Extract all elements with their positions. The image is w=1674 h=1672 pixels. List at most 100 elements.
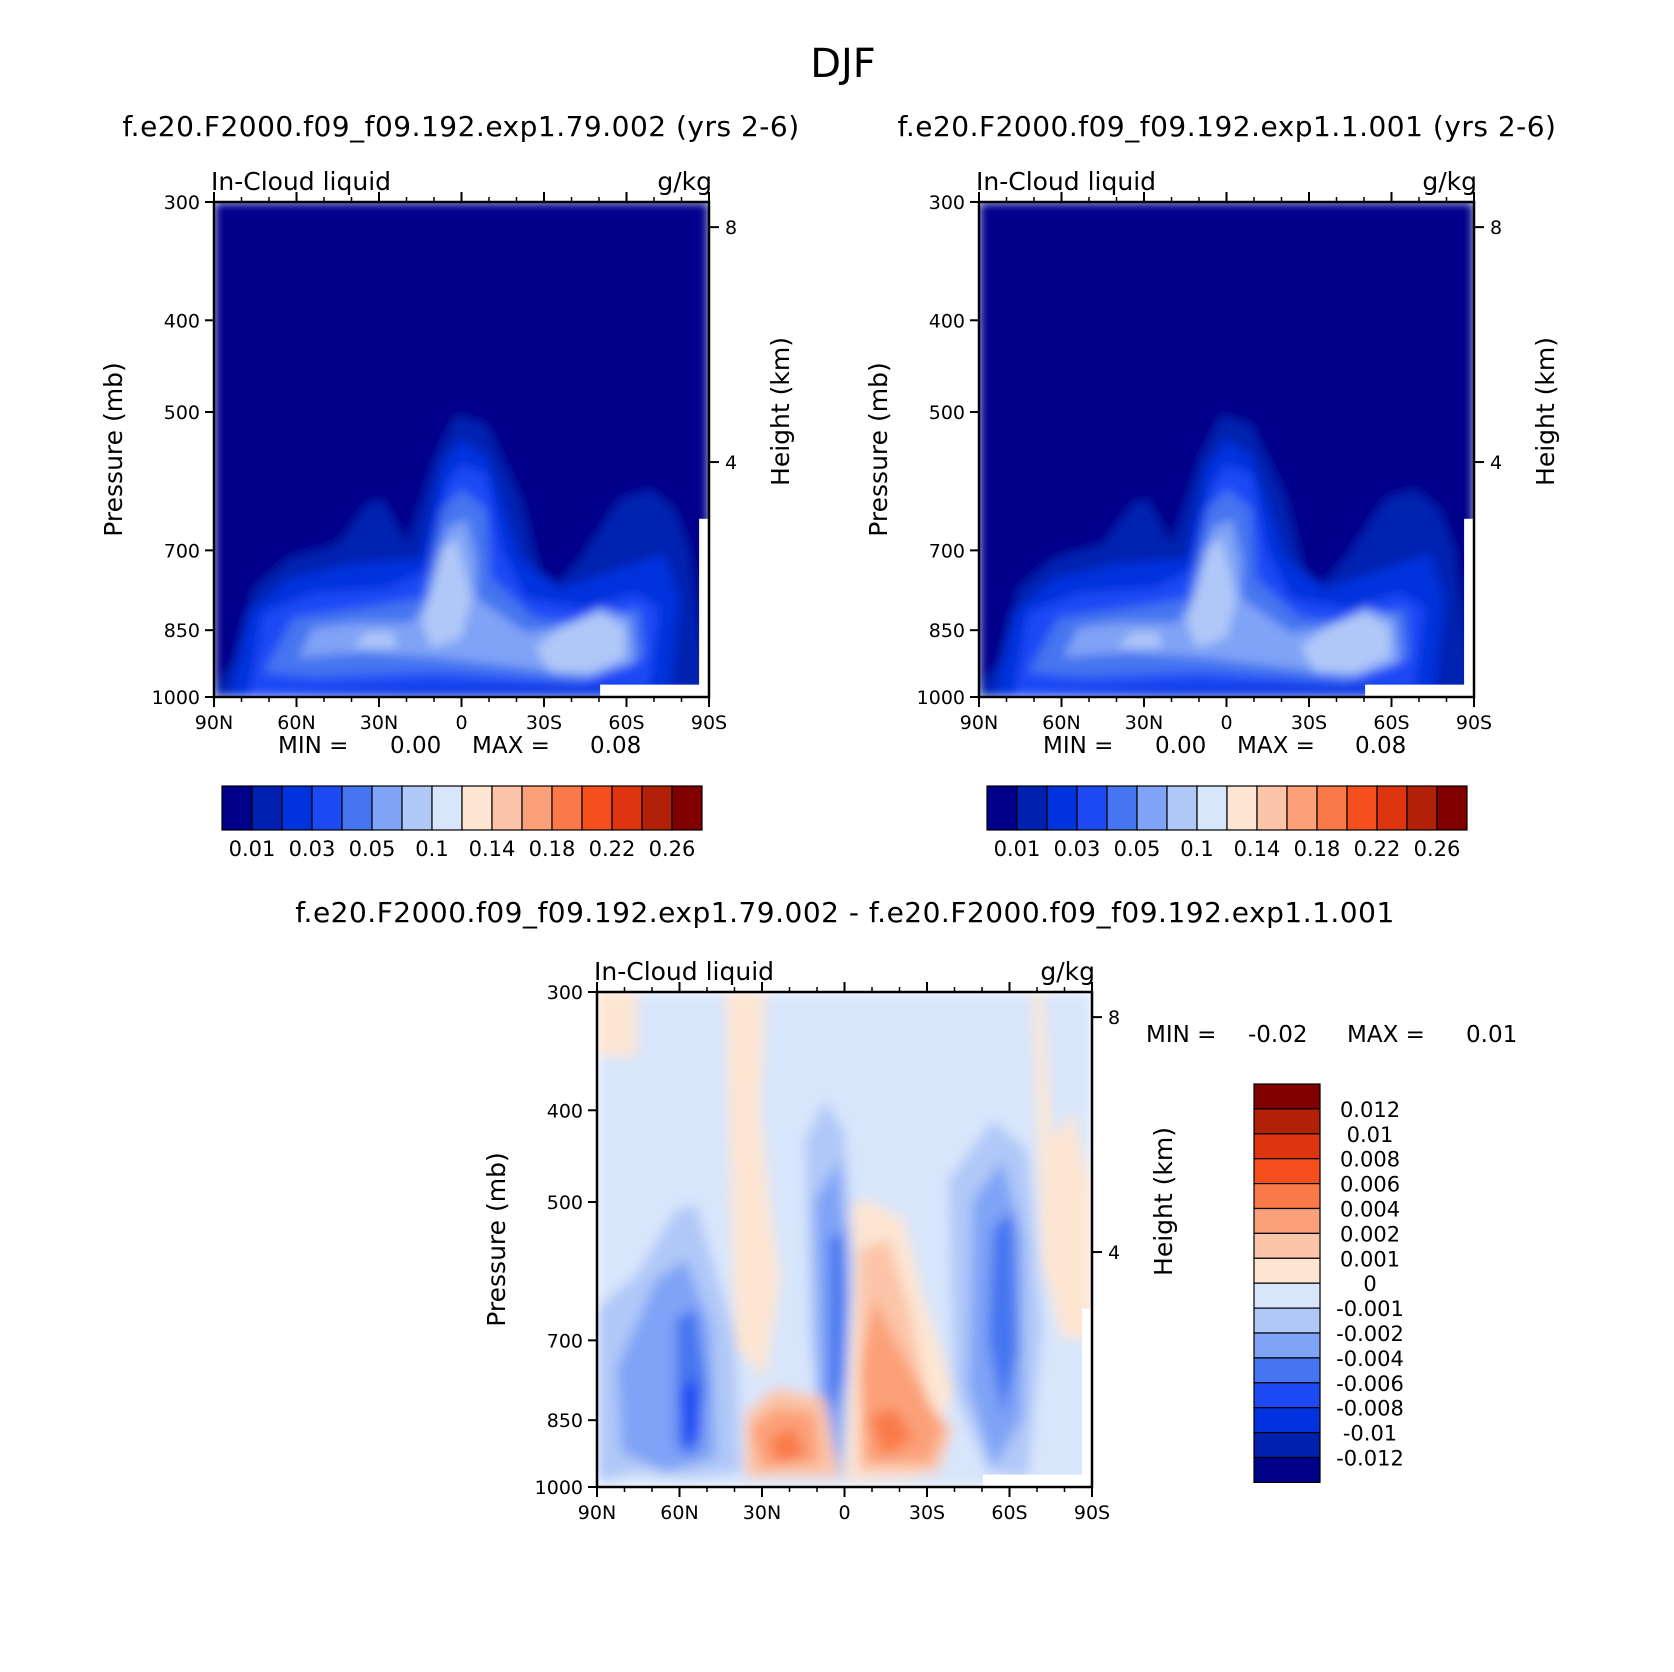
colorbar-box	[1346, 785, 1378, 831]
y2-tick-label: 8	[725, 217, 737, 239]
y2-axis-title: Height (km)	[766, 337, 795, 486]
colorbar-box	[1256, 785, 1288, 831]
y-axis-title: Pressure (mb)	[99, 362, 128, 536]
colorbar-box	[551, 785, 583, 831]
colorbar-box	[1253, 1158, 1321, 1185]
colorbar-box	[1253, 1431, 1321, 1459]
colorbar-box	[1253, 1332, 1321, 1359]
colorbar-box	[341, 785, 373, 831]
y2-tick-label: 4	[1108, 1242, 1120, 1264]
colorbar-box	[1253, 1207, 1321, 1234]
y-tick-label: 700	[547, 1330, 583, 1352]
y2-axis-title: Height (km)	[1149, 1127, 1178, 1276]
colorbar-label: 0.26	[1414, 837, 1461, 861]
colorbar-label: 0.01	[1347, 1123, 1394, 1147]
field-shapes	[979, 202, 1474, 697]
max-label: MAX =	[1347, 1022, 1425, 1048]
colorbar-label: 0.18	[529, 837, 576, 861]
missing-data	[600, 684, 709, 697]
missing-data	[1082, 1308, 1092, 1487]
colorbar-label: -0.002	[1336, 1322, 1404, 1346]
colorbar-box	[1253, 1182, 1321, 1210]
colorbar-label: 0.01	[994, 837, 1041, 861]
y-tick-label: 850	[547, 1410, 583, 1432]
x-tick-label: 60N	[1042, 712, 1080, 734]
colorbar-label: 0.002	[1340, 1222, 1400, 1246]
field-shapes	[214, 202, 709, 697]
x-tick-label: 0	[1220, 712, 1232, 734]
x-tick-label: 30N	[743, 1502, 781, 1524]
colorbar-box	[1076, 785, 1108, 831]
min-label: MIN =	[278, 733, 348, 759]
max-value: 0.08	[1355, 733, 1406, 759]
colorbar-label: 0.03	[289, 837, 336, 861]
y2-tick-label: 8	[1108, 1007, 1120, 1029]
colorbar-box	[251, 785, 283, 831]
colorbar-box	[641, 785, 673, 831]
y-tick-label: 400	[547, 1100, 583, 1122]
min-value: -0.02	[1248, 1022, 1308, 1048]
colorbar-box	[461, 785, 493, 831]
y-tick-label: 300	[929, 192, 965, 214]
colorbar-box	[1376, 785, 1408, 831]
y-tick-label: 700	[929, 540, 965, 562]
contour-region	[725, 992, 781, 1379]
colorbar-box	[491, 785, 523, 831]
colorbar-label: 0.03	[1054, 837, 1101, 861]
colorbar-box	[1253, 1282, 1321, 1309]
plot-top-left: In-Cloud liquid g/kg 90N 60N 30N 0 30S 60S 90S 30…	[99, 167, 795, 861]
x-tick-label: 90S	[1456, 712, 1492, 734]
field-label: In-Cloud liquid	[594, 957, 774, 986]
x-tick-label: 90S	[691, 712, 727, 734]
panel-title-top-right: f.e20.F2000.f09_f09.192.exp1.1.001 (yrs …	[898, 110, 1557, 143]
field-shapes	[597, 992, 1092, 1487]
contour-region	[1032, 992, 1092, 1339]
max-label: MAX =	[1237, 733, 1315, 759]
colorbar-box	[1406, 785, 1438, 831]
max-value: 0.08	[590, 733, 641, 759]
colorbar-box	[1253, 1108, 1321, 1135]
colorbar-box	[1136, 785, 1168, 831]
contour-region	[869, 1407, 914, 1458]
y-tick-label: 500	[547, 1192, 583, 1214]
x-tick-label: 90N	[960, 712, 998, 734]
contour-region	[988, 1209, 1018, 1418]
colorbar-label: 0.01	[229, 837, 276, 861]
colorbar-label: 0.22	[1354, 837, 1401, 861]
colorbar-box	[401, 785, 433, 831]
colorbar-box	[581, 785, 613, 831]
colorbar-box	[371, 785, 403, 831]
colorbar-box	[431, 785, 463, 831]
x-tick-label: 30S	[909, 1502, 945, 1524]
x-tick-label: 90S	[1074, 1502, 1110, 1524]
colorbar-label: -0.012	[1336, 1447, 1404, 1471]
x-tick-label: 90N	[578, 1502, 616, 1524]
y-tick-label: 1000	[535, 1477, 583, 1499]
y-axis-title: Pressure (mb)	[864, 362, 893, 536]
contour-region	[421, 538, 472, 648]
plot-bottom-difference: In-Cloud liquid g/kg 90N 60N 30N 0 30S 60S 90S 30…	[482, 957, 1517, 1524]
contour-region	[1117, 632, 1163, 648]
field-contours	[597, 992, 1092, 1487]
colorbar-label: 0.004	[1340, 1198, 1400, 1222]
units-label: g/kg	[1040, 957, 1095, 986]
colorbar-box	[1253, 1456, 1321, 1483]
y-tick-label: 400	[164, 310, 200, 332]
y2-tick-label: 8	[1490, 217, 1502, 239]
y-tick-label: 500	[929, 402, 965, 424]
min-value: 0.00	[390, 733, 441, 759]
min-label: MIN =	[1146, 1022, 1216, 1048]
x-tick-label: 30N	[1125, 712, 1163, 734]
colorbar-label: -0.004	[1336, 1347, 1404, 1371]
colorbar-label: 0.1	[1180, 837, 1213, 861]
y-tick-label: 400	[929, 310, 965, 332]
colorbar-box	[1226, 785, 1258, 831]
contour-region	[1300, 612, 1390, 673]
x-tick-label: 0	[838, 1502, 850, 1524]
field-label: In-Cloud liquid	[211, 167, 391, 196]
colorbar-box	[671, 785, 703, 831]
contour-region	[681, 1378, 701, 1448]
y-tick-label: 300	[547, 982, 583, 1004]
units-label: g/kg	[657, 167, 712, 196]
